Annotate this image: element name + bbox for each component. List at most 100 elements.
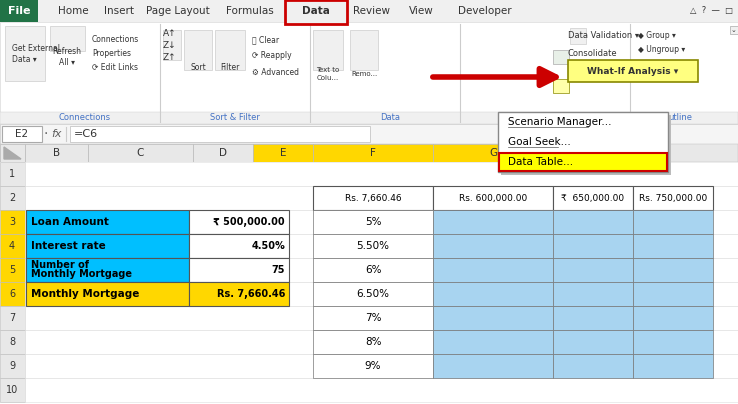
Text: 2: 2 <box>9 193 15 203</box>
Text: View: View <box>409 6 434 16</box>
Text: Sort & Filter: Sort & Filter <box>210 114 260 122</box>
Bar <box>25 162 738 186</box>
Text: 1: 1 <box>9 169 15 179</box>
Text: Rs. 600,000.00: Rs. 600,000.00 <box>459 194 527 202</box>
Bar <box>26 210 189 234</box>
Bar <box>0 354 25 378</box>
Text: A↑: A↑ <box>163 29 176 38</box>
Bar <box>0 22 738 112</box>
Bar <box>498 112 668 172</box>
Bar <box>253 144 313 162</box>
Bar <box>433 186 553 210</box>
Text: Refresh
All ▾: Refresh All ▾ <box>52 47 81 67</box>
Bar <box>25 258 738 282</box>
Text: Subtotal: Subtotal <box>645 65 677 74</box>
Text: Insert: Insert <box>104 6 134 16</box>
Text: ⟳ Edit Links: ⟳ Edit Links <box>92 63 138 72</box>
Bar <box>313 30 343 70</box>
Bar <box>553 144 633 162</box>
Text: ◆ Group ▾: ◆ Group ▾ <box>638 32 676 40</box>
Bar <box>553 210 633 234</box>
Text: ⟳ Reapply: ⟳ Reapply <box>252 51 292 61</box>
Bar <box>0 124 738 144</box>
Text: Monthly Mortgage: Monthly Mortgage <box>31 289 139 299</box>
Bar <box>0 186 25 210</box>
Bar <box>189 282 289 306</box>
Bar <box>313 186 433 210</box>
Text: 9: 9 <box>9 361 15 371</box>
Text: Formulas: Formulas <box>226 6 274 16</box>
Text: Interest rate: Interest rate <box>31 241 106 251</box>
Text: 9%: 9% <box>365 361 382 371</box>
Bar <box>0 0 738 22</box>
Bar <box>25 210 738 234</box>
Bar <box>433 354 553 378</box>
Bar <box>633 210 713 234</box>
Text: 3: 3 <box>9 217 15 227</box>
Text: 7: 7 <box>9 313 15 323</box>
Bar <box>553 306 633 330</box>
Text: What-If Analysis ▾: What-If Analysis ▾ <box>587 67 679 76</box>
Bar <box>730 26 738 34</box>
Text: D: D <box>219 148 227 158</box>
Bar <box>499 153 667 171</box>
Text: ⌄: ⌄ <box>730 27 736 33</box>
Text: Filter: Filter <box>221 63 240 72</box>
Text: 4: 4 <box>9 241 15 251</box>
Text: Sort: Sort <box>190 63 206 72</box>
Text: Loan Amount: Loan Amount <box>31 217 109 227</box>
Text: Rs. 7,660.46: Rs. 7,660.46 <box>217 289 285 299</box>
Bar <box>0 162 25 186</box>
Text: 6%: 6% <box>365 265 382 275</box>
Text: △  ?  —  □  ×: △ ? — □ × <box>690 6 738 15</box>
Text: ⚙ Advanced: ⚙ Advanced <box>252 67 299 76</box>
Text: Connections: Connections <box>92 36 139 44</box>
Text: Rs. 7,660.46: Rs. 7,660.46 <box>345 194 401 202</box>
Bar <box>553 186 633 210</box>
Text: Text to
Colu...: Text to Colu... <box>317 67 339 80</box>
Text: Remo...: Remo... <box>351 71 377 77</box>
Bar <box>25 378 738 402</box>
Bar <box>433 234 553 258</box>
Bar <box>184 30 212 70</box>
Bar <box>633 330 713 354</box>
Text: G: G <box>489 148 497 158</box>
Bar <box>2 126 42 142</box>
Bar <box>0 306 25 330</box>
Bar <box>553 282 633 306</box>
Bar <box>553 234 633 258</box>
Bar <box>633 282 713 306</box>
Text: 5.50%: 5.50% <box>356 241 390 251</box>
Bar <box>50 26 85 51</box>
Bar <box>350 30 378 70</box>
Text: F: F <box>370 148 376 158</box>
Bar <box>313 306 433 330</box>
Bar <box>553 330 633 354</box>
Bar <box>189 234 289 258</box>
Bar <box>633 258 713 282</box>
Text: File: File <box>8 6 30 16</box>
Bar <box>0 144 738 162</box>
Text: H: H <box>589 148 597 158</box>
Bar <box>26 234 189 258</box>
Text: Data Table...: Data Table... <box>508 157 573 167</box>
Bar <box>25 186 738 210</box>
Bar <box>25 282 738 306</box>
Text: 6.50%: 6.50% <box>356 289 390 299</box>
Bar <box>26 282 189 306</box>
Text: ·: · <box>44 127 48 141</box>
Bar <box>189 210 289 234</box>
Bar <box>25 234 738 258</box>
Bar <box>553 79 569 93</box>
Text: Rs. 750,000.00: Rs. 750,000.00 <box>639 194 707 202</box>
Bar <box>215 30 245 70</box>
Bar <box>501 115 671 175</box>
Bar <box>0 0 38 22</box>
Text: 8: 8 <box>9 337 15 347</box>
Text: Data Validation ▾: Data Validation ▾ <box>568 32 639 40</box>
Bar <box>0 112 738 124</box>
Bar <box>553 50 569 64</box>
Text: 𝗸 Clear: 𝗸 Clear <box>252 36 279 44</box>
Bar <box>313 144 433 162</box>
Text: 5: 5 <box>9 265 15 275</box>
